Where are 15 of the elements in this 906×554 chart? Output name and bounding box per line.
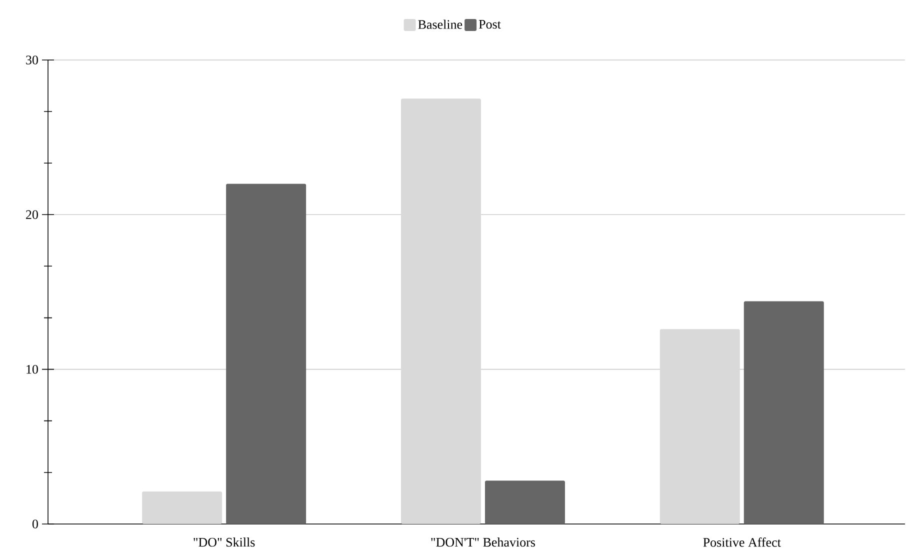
bar [142,492,222,524]
y-tick-label: 30 [26,56,38,64]
x-tick-label: "DO" Skills [194,538,255,547]
bar [744,301,824,524]
y-tick-label: 20 [26,210,38,220]
x-tick-label: Positive Affect [703,538,781,547]
bar [484,480,565,524]
y-tick-label: 0 [32,520,38,528]
legend-label: Baseline [418,20,462,29]
bar [660,329,740,524]
legend-label: Post [478,20,501,29]
bar [226,184,306,524]
x-tick-label: "DON'T" Behaviors [431,538,536,547]
bar [400,98,481,524]
y-tick-label: 10 [26,364,38,374]
